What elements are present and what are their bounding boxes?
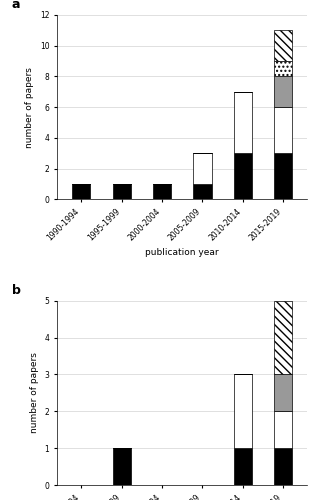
- Bar: [274, 61, 292, 76]
- Bar: [234, 448, 252, 485]
- Bar: [113, 448, 131, 485]
- Bar: [274, 300, 292, 374]
- Bar: [274, 107, 292, 153]
- Y-axis label: number of papers: number of papers: [30, 352, 39, 434]
- Bar: [234, 374, 252, 448]
- Bar: [274, 30, 292, 61]
- Bar: [274, 153, 292, 200]
- Bar: [72, 184, 90, 200]
- Bar: [193, 184, 211, 200]
- Legend: Europe, North America, Oceania, Latin America, Asia: Europe, North America, Oceania, Latin Am…: [67, 298, 298, 310]
- Bar: [274, 448, 292, 485]
- Text: a: a: [12, 0, 21, 12]
- Bar: [153, 184, 171, 200]
- Bar: [274, 412, 292, 448]
- Text: b: b: [12, 284, 21, 297]
- X-axis label: publication year: publication year: [146, 248, 219, 257]
- Bar: [234, 92, 252, 153]
- Bar: [274, 76, 292, 107]
- Bar: [193, 153, 211, 184]
- Bar: [234, 153, 252, 200]
- Bar: [274, 374, 292, 412]
- Y-axis label: number of papers: number of papers: [25, 66, 34, 148]
- Bar: [113, 184, 131, 200]
